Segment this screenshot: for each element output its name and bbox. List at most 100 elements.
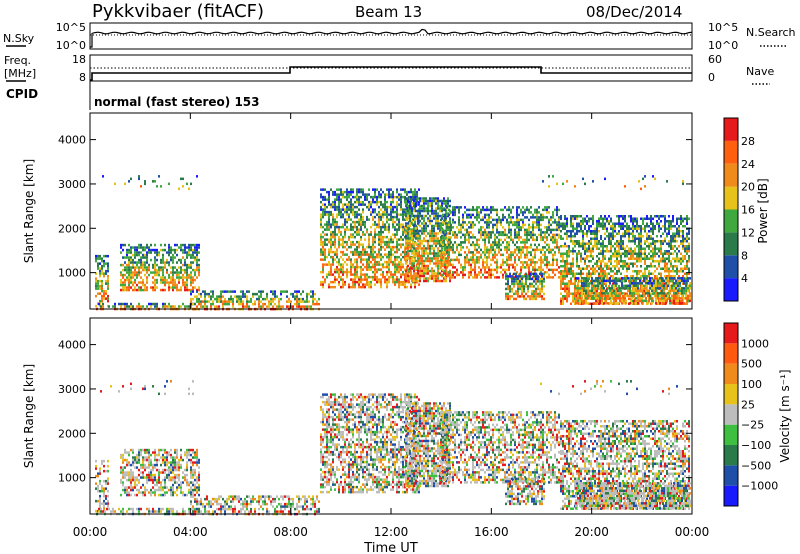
data-cell: [356, 258, 358, 261]
data-cell: [662, 224, 664, 228]
data-cell: [470, 208, 472, 212]
data-cell: [378, 253, 380, 256]
data-cell: [356, 260, 358, 264]
data-cell: [519, 272, 521, 276]
data-cell: [504, 238, 506, 242]
data-cell: [556, 258, 558, 262]
data-cell: [478, 261, 480, 264]
data-cell: [128, 283, 130, 287]
data-cell: [608, 272, 610, 275]
data-cell: [362, 250, 364, 254]
data-cell: [402, 223, 404, 226]
data-cell: [442, 221, 444, 224]
data-cell: [431, 247, 433, 250]
data-cell: [362, 248, 364, 251]
data-cell: [536, 221, 538, 224]
data-cell: [170, 258, 172, 262]
data-cell: [582, 219, 584, 223]
data-cell: [435, 207, 437, 210]
data-cell: [364, 233, 366, 236]
data-cell: [188, 273, 190, 277]
data-cell: [360, 203, 362, 206]
data-cell: [423, 197, 425, 200]
data-cell: [162, 266, 164, 269]
data-cell: [236, 295, 238, 298]
data-cell: [541, 272, 543, 276]
data-cell: [380, 218, 382, 221]
data-cell: [440, 258, 442, 262]
data-cell: [580, 252, 582, 255]
data-cell: [298, 305, 300, 308]
data-cell: [543, 275, 545, 278]
data-cell: [606, 264, 608, 268]
data-cell: [396, 243, 398, 246]
data-cell: [352, 235, 354, 239]
data-cell: [338, 200, 340, 204]
data-cell: [370, 213, 372, 216]
data-cell: [228, 297, 230, 301]
data-cell: [540, 236, 542, 239]
data-cell: [419, 242, 421, 245]
data-cell: [642, 252, 644, 255]
data-cell: [514, 231, 516, 234]
data-cell: [456, 226, 458, 229]
data-cell: [396, 213, 398, 216]
data-cell: [560, 214, 562, 218]
data-cell: [590, 254, 592, 258]
data-cell: [95, 254, 97, 258]
data-cell: [536, 223, 538, 227]
data-cell: [394, 283, 396, 286]
data-cell: [411, 259, 413, 263]
data-cell: [444, 216, 446, 219]
data-cell: [496, 266, 498, 269]
data-cell: [650, 244, 652, 248]
data-cell: [560, 284, 562, 288]
data-cell: [634, 237, 636, 240]
data-cell: [136, 273, 138, 277]
data-cell: [398, 218, 400, 221]
data-cell: [362, 263, 364, 266]
data-cell: [480, 271, 482, 274]
data-cell: [370, 275, 372, 279]
data-cell: [354, 250, 356, 254]
data-cell: [626, 264, 628, 268]
data-cell: [370, 255, 372, 259]
data-cell: [124, 268, 126, 272]
data-cell: [409, 207, 411, 210]
data-cell: [208, 295, 210, 298]
data-cell: [230, 297, 232, 301]
data-cell: [170, 246, 172, 249]
data-cell: [202, 290, 204, 293]
data-cell: [523, 287, 525, 291]
data-cell: [535, 282, 537, 286]
data-cell: [528, 263, 530, 267]
data-cell: [328, 225, 330, 229]
data-cell: [300, 292, 302, 296]
data-cell: [447, 204, 449, 208]
data-cell: [398, 255, 400, 259]
data-cell: [594, 227, 596, 230]
data-cell: [294, 290, 296, 293]
data-cell: [95, 294, 97, 298]
data-cell: [538, 221, 540, 224]
data-cell: [330, 250, 332, 254]
data-cell: [154, 266, 156, 269]
data-cell: [372, 253, 374, 256]
data-cell: [636, 237, 638, 240]
data-cell: [342, 243, 344, 246]
data-cell: [664, 239, 666, 243]
data-cell: [302, 290, 304, 293]
data-cell: [156, 248, 158, 252]
data-cell: [376, 233, 378, 236]
data-cell: [530, 251, 532, 254]
data-cell: [433, 249, 435, 253]
data-cell: [413, 202, 415, 205]
data-cell: [204, 302, 206, 306]
data-cell: [250, 297, 252, 301]
data-cell: [492, 226, 494, 229]
data-cell: [478, 251, 480, 254]
data-cell: [498, 233, 500, 237]
data-cell: [332, 190, 334, 194]
data-cell: [324, 205, 326, 209]
data-cell: [374, 235, 376, 239]
